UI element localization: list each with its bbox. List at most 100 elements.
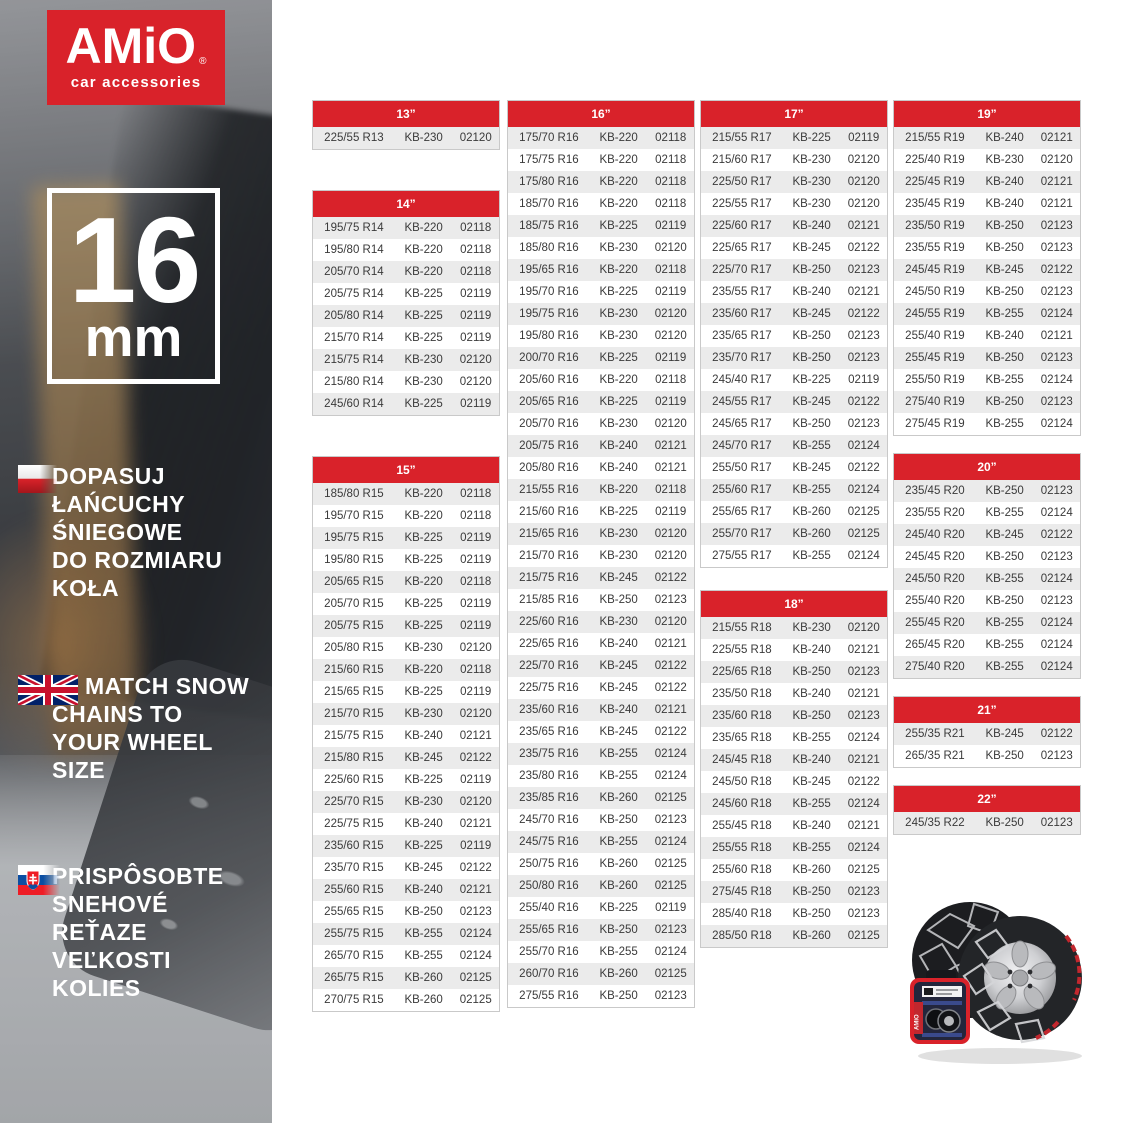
table-row: 215/75 R15 KB-240 02121 xyxy=(313,725,499,747)
product-code-cell: 02118 xyxy=(655,176,687,188)
photo-dim-overlay xyxy=(0,0,272,1123)
tire-size-cell: 275/55 R17 xyxy=(712,550,772,562)
table-row: 215/65 R16 KB-230 02120 xyxy=(508,523,694,545)
table-row: 255/65 R16 KB-250 02123 xyxy=(508,919,694,941)
product-code-cell: 02123 xyxy=(1040,242,1073,254)
chain-model-cell: KB-230 xyxy=(404,376,443,388)
tire-size-cell: 255/55 R18 xyxy=(712,842,772,854)
registered-mark: ® xyxy=(199,56,207,67)
slovakia-flag-icon xyxy=(18,865,60,895)
chain-model-cell: KB-250 xyxy=(599,990,638,1002)
chain-model-cell: KB-245 xyxy=(599,682,638,694)
tire-size-cell: 215/60 R17 xyxy=(712,154,772,166)
product-code-cell: 02120 xyxy=(654,242,687,254)
chain-model-cell: KB-240 xyxy=(985,330,1024,342)
tire-size-cell: 245/45 R18 xyxy=(712,754,772,766)
tire-size-cell: 215/55 R19 xyxy=(905,132,965,144)
tire-size-cell: 205/80 R16 xyxy=(519,462,579,474)
chain-model-cell: KB-225 xyxy=(599,902,638,914)
tire-size-cell: 235/50 R19 xyxy=(905,220,965,232)
uk-flag-icon xyxy=(18,675,78,705)
chain-model-cell: KB-225 xyxy=(404,840,443,852)
product-code-cell: 02124 xyxy=(847,842,880,854)
product-code-cell: 02120 xyxy=(847,198,880,210)
product-code-cell: 02121 xyxy=(1040,198,1073,210)
table-row: 215/55 R18 KB-230 02120 xyxy=(701,617,887,639)
tire-size-cell: 205/80 R14 xyxy=(324,310,384,322)
tire-size-cell: 205/70 R14 xyxy=(324,266,384,278)
size-table-title: 20” xyxy=(894,454,1080,480)
chain-model-cell: KB-250 xyxy=(792,886,831,898)
table-row: 245/60 R18 KB-255 02124 xyxy=(701,793,887,815)
product-code-cell: 02122 xyxy=(654,726,687,738)
product-code-cell: 02118 xyxy=(460,266,492,278)
chain-model-cell: KB-240 xyxy=(792,754,831,766)
tire-size-cell: 245/60 R14 xyxy=(324,398,384,410)
product-code-cell: 02119 xyxy=(460,288,492,300)
tire-size-cell: 255/35 R21 xyxy=(905,728,965,740)
tire-size-cell: 245/55 R19 xyxy=(905,308,965,320)
tire-size-cell: 175/70 R16 xyxy=(519,132,579,144)
tire-size-cell: 255/45 R20 xyxy=(905,617,965,629)
product-code-cell: 02120 xyxy=(654,528,687,540)
chain-model-cell: KB-240 xyxy=(985,132,1024,144)
chain-model-cell: KB-255 xyxy=(792,842,831,854)
chain-model-cell: KB-255 xyxy=(792,440,831,452)
table-row: 255/45 R20 KB-255 02124 xyxy=(894,612,1080,634)
product-code-cell: 02123 xyxy=(1040,485,1073,497)
tire-size-cell: 245/50 R20 xyxy=(905,573,965,585)
product-code-cell: 02122 xyxy=(847,242,880,254)
chain-model-cell: KB-220 xyxy=(404,222,443,234)
product-code-cell: 02122 xyxy=(654,660,687,672)
product-code-cell: 02124 xyxy=(847,550,880,562)
chain-model-cell: KB-250 xyxy=(792,418,831,430)
table-row: 185/80 R16 KB-230 02120 xyxy=(508,237,694,259)
tire-size-cell: 195/75 R15 xyxy=(324,532,384,544)
table-row: 245/35 R22 KB-250 02123 xyxy=(894,812,1080,834)
tire-size-cell: 235/50 R18 xyxy=(712,688,772,700)
table-row: 245/55 R19 KB-255 02124 xyxy=(894,303,1080,325)
chain-model-cell: KB-260 xyxy=(599,968,638,980)
product-code-cell: 02123 xyxy=(847,666,880,678)
tire-size-cell: 225/70 R17 xyxy=(712,264,772,276)
chain-model-cell: KB-230 xyxy=(599,330,638,342)
product-code-cell: 02125 xyxy=(847,864,880,876)
table-row: 225/70 R17 KB-250 02123 xyxy=(701,259,887,281)
tire-size-cell: 205/80 R15 xyxy=(324,642,384,654)
chain-model-cell: KB-225 xyxy=(792,374,831,386)
table-row: 225/55 R18 KB-240 02121 xyxy=(701,639,887,661)
tire-size-cell: 255/50 R17 xyxy=(712,462,772,474)
table-row: 215/55 R16 KB-220 02118 xyxy=(508,479,694,501)
tire-size-cell: 250/80 R16 xyxy=(519,880,579,892)
table-row: 205/75 R14 KB-225 02119 xyxy=(313,283,499,305)
table-row: 255/75 R15 KB-255 02124 xyxy=(313,923,499,945)
product-code-cell: 02119 xyxy=(460,398,492,410)
tire-size-cell: 225/55 R17 xyxy=(712,198,772,210)
table-row: 225/60 R15 KB-225 02119 xyxy=(313,769,499,791)
table-row: 225/50 R17 KB-230 02120 xyxy=(701,171,887,193)
table-row: 235/65 R18 KB-255 02124 xyxy=(701,727,887,749)
tire-size-cell: 245/45 R19 xyxy=(905,264,965,276)
tire-size-cell: 215/80 R14 xyxy=(324,376,384,388)
product-code-cell: 02125 xyxy=(654,858,687,870)
tire-size-cell: 235/65 R16 xyxy=(519,726,579,738)
product-code-cell: 02122 xyxy=(654,572,687,584)
tire-size-cell: 205/75 R15 xyxy=(324,620,384,632)
size-table-20in: 20” 235/45 R20 KB-250 02123 235/55 R20 KB-255… xyxy=(893,453,1081,679)
table-row: 225/65 R16 KB-240 02121 xyxy=(508,633,694,655)
chain-model-cell: KB-230 xyxy=(404,354,443,366)
chain-model-cell: KB-245 xyxy=(792,776,831,788)
message-line: KOŁA xyxy=(52,575,120,601)
tire-size-cell: 195/70 R15 xyxy=(324,510,384,522)
size-table-15in: 15” 185/80 R15 KB-220 02118 195/70 R15 KB-220… xyxy=(312,456,500,1012)
product-code-cell: 02123 xyxy=(1040,220,1073,232)
chain-model-cell: KB-245 xyxy=(985,264,1024,276)
table-row: 225/45 R19 KB-240 02121 xyxy=(894,171,1080,193)
tire-size-cell: 235/65 R17 xyxy=(712,330,772,342)
product-code-cell: 02123 xyxy=(654,924,687,936)
table-row: 225/70 R16 KB-245 02122 xyxy=(508,655,694,677)
table-row: 285/50 R18 KB-260 02125 xyxy=(701,925,887,947)
table-row: 225/65 R17 KB-245 02122 xyxy=(701,237,887,259)
product-code-cell: 02118 xyxy=(460,488,492,500)
table-row: 175/75 R16 KB-220 02118 xyxy=(508,149,694,171)
